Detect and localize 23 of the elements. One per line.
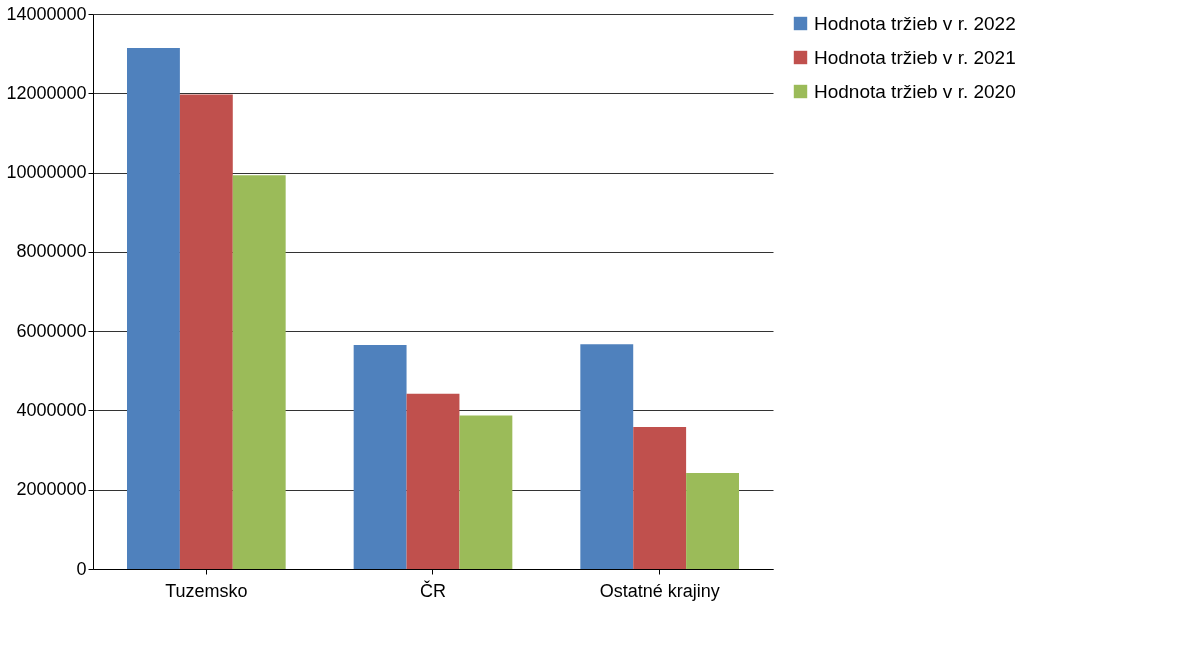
- bar: [179, 94, 233, 569]
- bar: [406, 393, 460, 569]
- bar: [633, 427, 687, 569]
- x-tick-label: Tuzemsko: [165, 580, 248, 601]
- y-tick-label: 12000000: [6, 82, 87, 103]
- y-tick-label: 14000000: [6, 3, 87, 24]
- legend-label: Hodnota tržieb v r. 2020: [814, 80, 1016, 102]
- y-tick-label: 2000000: [16, 479, 87, 500]
- y-tick-label: 0: [76, 558, 87, 579]
- bar: [580, 344, 634, 569]
- legend-label: Hodnota tržieb v r. 2022: [814, 12, 1016, 34]
- bar: [459, 415, 513, 569]
- y-tick-label: 4000000: [16, 399, 87, 420]
- y-tick-label: 8000000: [16, 241, 87, 262]
- x-tick-label: ČR: [420, 579, 446, 601]
- bar: [686, 473, 739, 569]
- bar: [353, 345, 407, 569]
- bar: [232, 175, 286, 569]
- x-tick-label: Ostatné krajiny: [599, 580, 720, 601]
- bar: [127, 48, 180, 569]
- y-tick-label: 10000000: [6, 162, 87, 183]
- y-tick-label: 6000000: [16, 320, 87, 341]
- legend-label: Hodnota tržieb v r. 2021: [814, 46, 1016, 68]
